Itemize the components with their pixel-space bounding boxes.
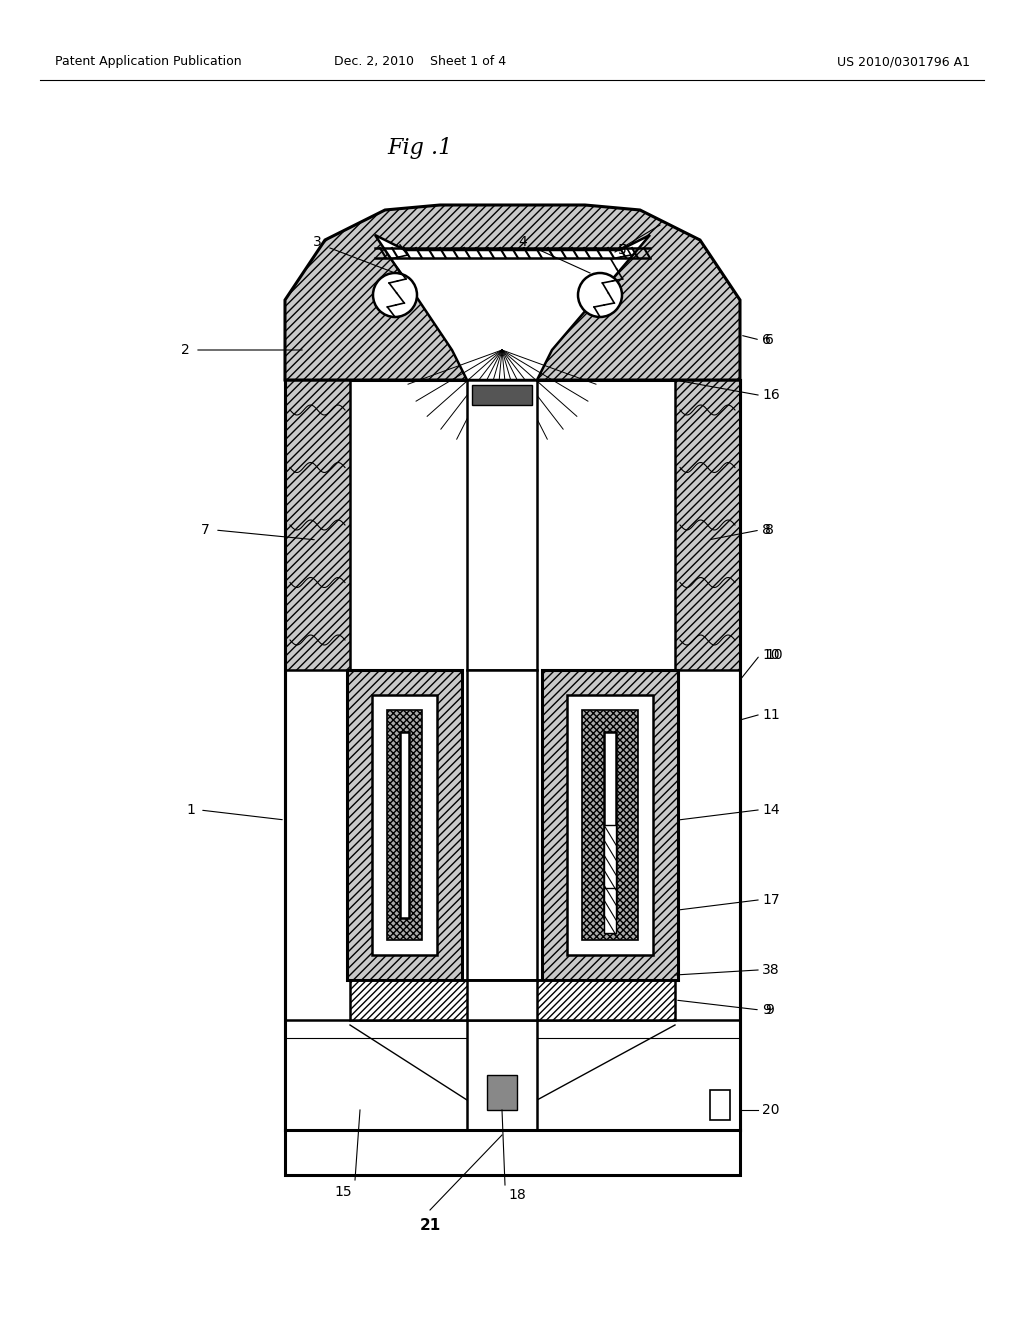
Text: 8: 8 [765,523,774,537]
Text: 5: 5 [618,243,627,257]
Text: 14: 14 [762,803,779,817]
Text: 3: 3 [313,235,322,249]
Bar [467,671,537,979]
Bar [542,671,678,979]
Text: 38: 38 [762,964,779,977]
Bar [372,696,437,954]
Bar [487,1074,517,1110]
Text: 16: 16 [762,388,779,403]
Polygon shape [285,380,350,671]
Text: 21: 21 [420,1218,440,1233]
Text: 20: 20 [762,1104,779,1117]
Text: 4: 4 [518,235,527,249]
Text: 10: 10 [765,648,782,663]
Text: 9: 9 [765,1003,774,1016]
Bar [387,710,422,940]
Bar [467,380,537,671]
Text: Patent Application Publication: Patent Application Publication [55,55,242,69]
Text: 1: 1 [186,803,195,817]
Polygon shape [375,235,650,380]
Text: 8: 8 [762,523,771,537]
Bar [350,979,675,1020]
Text: 2: 2 [181,343,190,356]
Bar [347,671,462,979]
Text: Dec. 2, 2010    Sheet 1 of 4: Dec. 2, 2010 Sheet 1 of 4 [334,55,506,69]
Bar [285,1020,740,1130]
Bar [285,380,740,1175]
Text: Fig .1: Fig .1 [387,137,453,158]
Text: 15: 15 [335,1185,352,1199]
Bar [472,385,532,405]
Text: US 2010/0301796 A1: US 2010/0301796 A1 [837,55,970,69]
Text: 6: 6 [762,333,771,347]
Bar [604,825,616,917]
Text: 11: 11 [762,708,779,722]
Bar [567,696,653,954]
Bar [710,1090,730,1119]
Text: 10: 10 [762,648,779,663]
Polygon shape [604,888,616,933]
Circle shape [578,273,622,317]
Bar [604,733,616,917]
Bar [582,710,638,940]
Text: 9: 9 [762,1003,771,1016]
Bar [467,1020,537,1130]
Circle shape [373,273,417,317]
Text: 6: 6 [765,333,774,347]
Text: 17: 17 [762,894,779,907]
Bar [400,733,409,917]
Polygon shape [675,380,740,671]
Text: 7: 7 [202,523,210,537]
Polygon shape [285,205,740,380]
Bar [467,979,537,1020]
Text: 18: 18 [508,1188,525,1203]
